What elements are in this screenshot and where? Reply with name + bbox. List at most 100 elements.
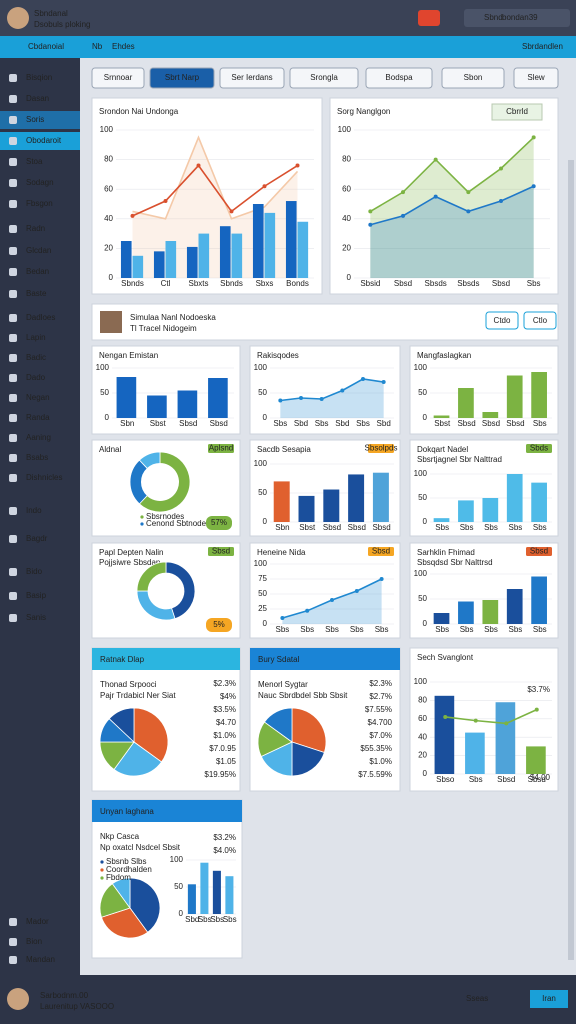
sidebar-item[interactable]: Glcdan <box>26 246 51 255</box>
sidebar-item[interactable]: Negan <box>26 393 50 402</box>
panel <box>249 542 401 639</box>
point <box>433 157 438 162</box>
footer-search[interactable]: Sseas <box>466 994 488 1003</box>
bar <box>433 518 450 522</box>
button-label[interactable]: Ctlo <box>533 316 548 325</box>
badge-label: Aplsnd <box>209 444 233 453</box>
badge-label: Sbsolpds <box>365 444 398 453</box>
toolbar-label[interactable]: Sbrt Narp <box>165 73 200 82</box>
toolbar-label[interactable]: Srongla <box>310 73 338 82</box>
sidebar-item[interactable]: Randa <box>26 413 50 422</box>
badge <box>368 547 394 556</box>
badge <box>208 444 234 453</box>
y-tick-label: 60 <box>342 184 351 193</box>
line <box>445 708 538 725</box>
sidebar-item[interactable]: Lapin <box>26 333 46 342</box>
sidebar-item[interactable]: Dadloes <box>26 313 55 322</box>
sidebar-item[interactable]: Sodagn <box>26 178 54 187</box>
toolbar-button[interactable] <box>149 67 215 89</box>
button-label[interactable]: Ctdo <box>494 316 511 325</box>
sidebar-item[interactable]: Indo <box>26 506 42 515</box>
x-tick-label: Sbst <box>299 523 316 532</box>
legend-dot <box>140 515 144 519</box>
sidebar-item[interactable]: Bsabs <box>26 453 48 462</box>
sidebar-item[interactable]: Mador <box>26 917 49 926</box>
icon <box>9 535 17 543</box>
sidebar-item[interactable]: Sanis <box>26 613 46 622</box>
sidebar-item[interactable]: Obodaroit <box>26 136 62 145</box>
toolbar-button[interactable] <box>365 67 433 89</box>
note-value: $7.0.95 <box>209 744 236 753</box>
sidebar-item[interactable]: Aaning <box>26 433 51 442</box>
point <box>504 721 509 726</box>
footer-button-label[interactable]: Iran <box>542 994 556 1003</box>
toolbar-label[interactable]: Ser Ierdans <box>231 73 272 82</box>
point <box>278 398 283 403</box>
search-text[interactable]: Sbnd <box>484 13 503 22</box>
x-tick-label: Sbsd <box>482 419 500 428</box>
x-tick-label: Sbs <box>460 625 474 634</box>
bar <box>186 246 198 278</box>
footer-button[interactable] <box>530 990 568 1008</box>
bar <box>531 372 547 418</box>
nav-item[interactable]: Sbrdandlen <box>522 42 563 51</box>
sidebar-item[interactable]: Bisqion <box>26 73 52 82</box>
x-tick-label: Bonds <box>286 279 309 288</box>
point <box>354 589 359 593</box>
sidebar-item[interactable]: Stoa <box>26 157 43 166</box>
sidebar-item[interactable]: Radn <box>26 224 45 233</box>
badge <box>368 444 394 453</box>
toolbar-label[interactable]: Bodspa <box>385 73 413 82</box>
legend-dot <box>140 522 144 526</box>
button-label[interactable]: Cbrrld <box>506 107 528 116</box>
x-tick-label: Sbsd <box>492 279 510 288</box>
sidebar-item[interactable]: Bagdr <box>26 534 48 543</box>
toolbar-button[interactable] <box>441 67 505 89</box>
note-value: $2.3% <box>369 679 392 688</box>
nav-item[interactable]: Ehdes <box>112 42 135 51</box>
sidebar-item[interactable]: Badic <box>26 353 46 362</box>
sidebar-item[interactable]: Baste <box>26 289 47 298</box>
note-value: $4.0% <box>213 846 236 855</box>
x-tick-label: Sbst <box>150 419 167 428</box>
point <box>163 199 168 204</box>
note-chip <box>206 516 232 530</box>
sidebar-item[interactable]: Dado <box>26 373 46 382</box>
icon <box>9 938 17 946</box>
toolbar-label[interactable]: Slew <box>527 73 545 82</box>
panel-button[interactable] <box>491 103 543 121</box>
icon <box>9 568 17 576</box>
toolbar-button[interactable] <box>289 67 359 89</box>
toolbar-label[interactable]: Sbon <box>464 73 483 82</box>
sidebar-item[interactable]: Bedan <box>26 267 49 276</box>
x-tick-label: Sbd <box>294 419 308 428</box>
search-box[interactable] <box>464 9 570 27</box>
bar <box>252 204 264 278</box>
sidebar-item[interactable]: Dasan <box>26 94 49 103</box>
toolbar-label[interactable]: Srnnoar <box>104 73 133 82</box>
toolbar-button[interactable] <box>91 67 145 89</box>
sidebar-item[interactable]: Mandan <box>26 955 55 964</box>
panel-subtitle: Pajr Trdabicl Ner Siat <box>100 691 176 700</box>
point <box>299 396 303 400</box>
profile-button[interactable] <box>485 311 519 330</box>
profile-button[interactable] <box>523 311 557 330</box>
sidebar-item[interactable]: Bion <box>26 937 42 946</box>
nav-item[interactable]: Nb <box>92 42 103 51</box>
sidebar-item[interactable]: Basip <box>26 591 47 600</box>
x-tick-label: Sbd <box>185 915 199 924</box>
record-button[interactable] <box>418 10 440 26</box>
x-tick-label: Sbso <box>436 775 455 784</box>
note-value: $4.700 <box>368 718 393 727</box>
sidebar-item[interactable]: Soris <box>26 115 44 124</box>
point <box>330 598 334 602</box>
sidebar-item[interactable]: Fbsgon <box>26 199 53 208</box>
slice <box>129 877 161 933</box>
toolbar-button[interactable] <box>513 67 559 89</box>
toolbar-button[interactable] <box>219 67 285 89</box>
point <box>443 714 448 719</box>
sidebar-item[interactable]: Bido <box>26 567 43 576</box>
sidebar-item[interactable]: Dishnicles <box>26 473 62 482</box>
x-tick-label: Sbs <box>469 775 483 784</box>
